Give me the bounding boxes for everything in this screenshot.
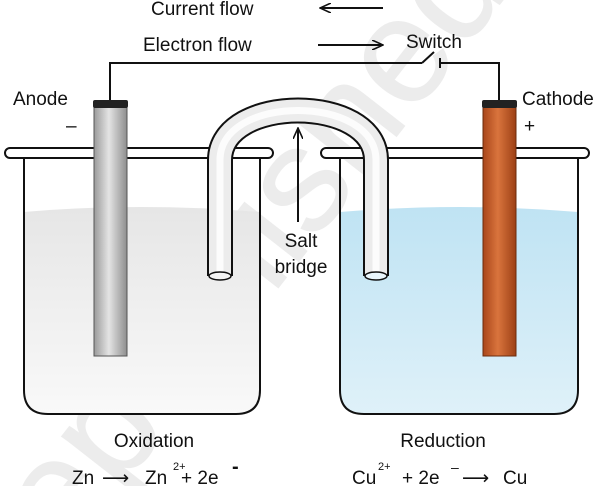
wire-left: [109, 62, 422, 104]
red-reactant: Cu: [352, 468, 376, 486]
cathode-label: Cathode: [522, 89, 594, 110]
salt-bridge: [207, 97, 389, 281]
switch-label: Switch: [406, 32, 462, 53]
ox-reactant: Zn: [72, 468, 94, 486]
red-reactant-charge: 2+: [378, 461, 391, 473]
ox-arrow: ⟶: [102, 468, 129, 486]
red-electron-sign: –: [451, 459, 459, 475]
right-beaker-glass: [339, 158, 579, 415]
oxidation-label: Oxidation: [114, 431, 194, 452]
ox-electron-sign: -: [232, 456, 239, 478]
copper-electrode: [482, 100, 517, 357]
left-beaker: [4, 147, 274, 415]
reduction-equation: Cu 2+ + 2e – ⟶ Cu: [352, 459, 527, 486]
salt-bridge-label-line1: Salt: [285, 231, 318, 252]
red-arrow: ⟶: [462, 468, 489, 486]
copper-cap: [482, 100, 517, 108]
electron-flow-label: Electron flow: [143, 35, 252, 56]
left-solution: [24, 207, 260, 414]
switch-lever: [421, 51, 435, 64]
ox-plus-term: + 2e: [181, 468, 219, 486]
salt-bridge-bore: [216, 107, 380, 276]
left-beaker-rim: [4, 147, 274, 159]
zinc-cap: [93, 100, 128, 108]
current-flow-label: Current flow: [151, 0, 254, 20]
ox-product-charge: 2+: [173, 461, 186, 473]
zinc-rod: [93, 105, 128, 357]
ox-product: Zn: [145, 468, 167, 486]
salt-bridge-right-end: [364, 271, 388, 281]
anode-sign: –: [66, 116, 77, 137]
left-beaker-glass: [23, 158, 261, 415]
wire-right: [440, 62, 500, 104]
right-solution: [340, 207, 578, 414]
anode-label: Anode: [13, 89, 68, 110]
cathode-sign: +: [524, 116, 535, 137]
red-plus-term: + 2e: [402, 468, 440, 486]
salt-bridge-label-line2: bridge: [275, 257, 328, 278]
reduction-label: Reduction: [400, 431, 486, 452]
zinc-electrode: [93, 100, 128, 357]
copper-rod: [482, 105, 517, 357]
oxidation-equation: Zn ⟶ Zn 2+ + 2e -: [72, 456, 239, 486]
salt-bridge-left-end: [208, 271, 232, 281]
external-circuit: [109, 51, 500, 104]
red-product: Cu: [503, 468, 527, 486]
